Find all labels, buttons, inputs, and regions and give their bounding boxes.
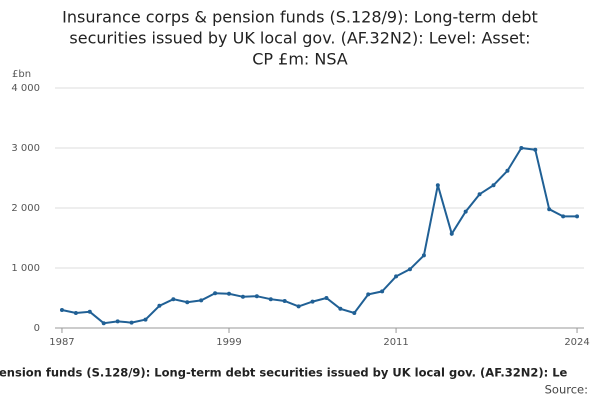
point: [101, 321, 106, 326]
point: [338, 306, 343, 311]
point: [240, 294, 245, 299]
y-tick-label: 2 000: [11, 203, 40, 214]
point: [519, 146, 524, 150]
source: Source:: [545, 383, 588, 397]
point: [477, 192, 482, 197]
y-unit: £bn: [12, 69, 31, 80]
point: [296, 304, 301, 309]
point: [394, 274, 399, 279]
point: [310, 299, 315, 304]
point: [157, 303, 162, 308]
point: [533, 147, 538, 152]
x-tick-label: 2011: [383, 337, 408, 348]
point: [254, 294, 259, 299]
x-tick-label: 2024: [564, 337, 589, 348]
point: [115, 319, 120, 324]
point: [171, 297, 176, 302]
point: [227, 291, 232, 296]
point: [282, 299, 287, 303]
point: [407, 267, 412, 272]
point: [129, 320, 134, 325]
point: [575, 214, 580, 219]
point: [59, 308, 64, 312]
chart-title: securities issued by UK local gov. (AF.3…: [69, 29, 530, 48]
point: [561, 214, 566, 219]
point: [143, 317, 148, 322]
line: [61, 146, 578, 325]
point: [185, 300, 190, 305]
point: [421, 253, 426, 258]
point: [547, 207, 552, 212]
point: [213, 291, 218, 296]
point: [73, 311, 78, 315]
y-tick-label: 0: [34, 323, 40, 334]
chart-title: CP £m: NSA: [252, 50, 348, 69]
point: [352, 311, 357, 315]
point: [380, 289, 385, 294]
x-tick-label: 1987: [49, 337, 74, 348]
point: [199, 298, 204, 303]
y-tick-label: 1 000: [11, 263, 40, 274]
point: [268, 297, 273, 302]
point: [435, 183, 440, 188]
point: [449, 231, 454, 236]
y-tick-label: 4 000: [11, 83, 40, 94]
footer-title: ension funds (S.128/9): Long-term debt s…: [0, 366, 568, 380]
point: [463, 209, 468, 214]
point: [491, 183, 496, 188]
point: [324, 296, 329, 300]
point: [87, 309, 92, 314]
y-tick-label: 3 000: [11, 143, 40, 154]
x-tick-label: 1999: [216, 337, 241, 348]
chart-title: Insurance corps & pension funds (S.128/9…: [62, 8, 538, 27]
point: [505, 168, 510, 173]
point: [366, 292, 371, 297]
